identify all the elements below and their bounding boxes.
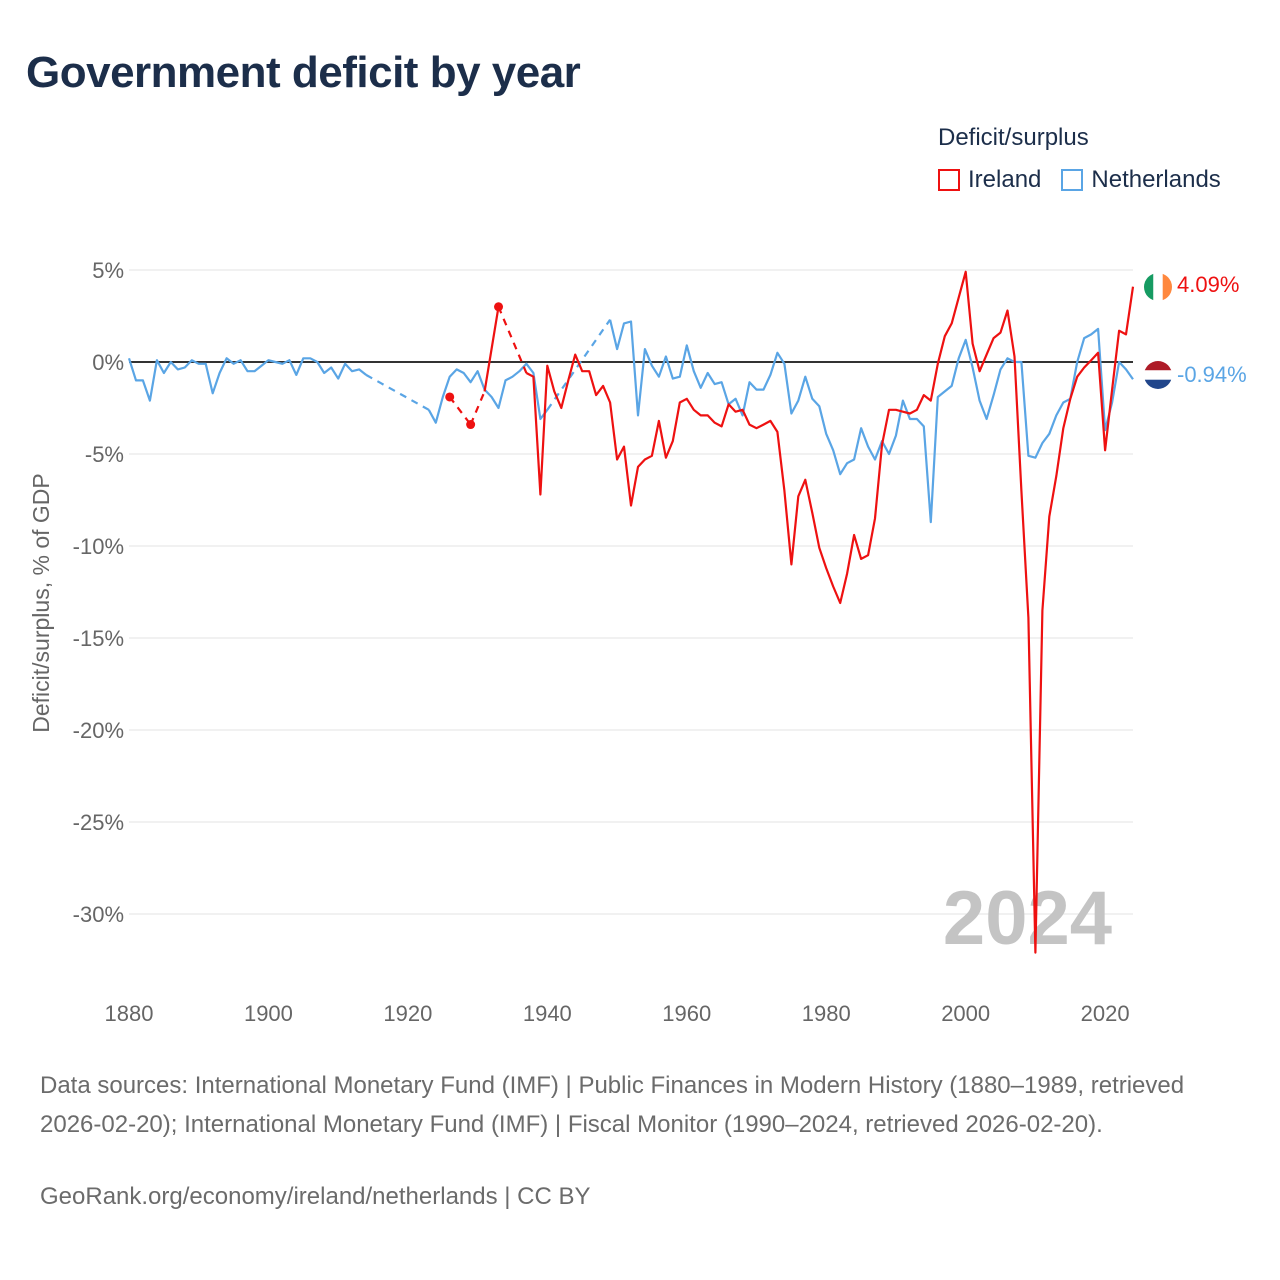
series-marker-ireland[interactable] <box>445 392 455 402</box>
x-axis-tick-labels: 1880 1900 1920 1940 1960 1980 2000 2020 <box>105 1001 1130 1026</box>
y-tick-label: 5% <box>92 258 124 283</box>
legend-swatch-ireland <box>938 169 960 191</box>
ireland-flag-icon <box>1144 273 1172 301</box>
series-gap-netherlands <box>365 373 430 411</box>
ireland-end-label: 4.09% <box>1177 272 1239 297</box>
y-tick-label: -25% <box>73 810 124 835</box>
x-tick-label: 1960 <box>662 1001 711 1026</box>
series-line-netherlands <box>427 362 549 424</box>
series-netherlands <box>127 319 1134 524</box>
x-tick-label: 2000 <box>941 1001 990 1026</box>
series-marker-ireland[interactable] <box>466 420 476 430</box>
x-tick-label: 1940 <box>523 1001 572 1026</box>
y-axis-label: Deficit/surplus, % of GDP <box>28 473 54 732</box>
legend-swatch-netherlands <box>1061 169 1084 191</box>
year-watermark: 2024 <box>943 876 1112 961</box>
netherlands-flag-icon <box>1144 361 1172 389</box>
series-gap-ireland <box>448 396 472 426</box>
legend-label-netherlands: Netherlands <box>1091 166 1221 193</box>
y-tick-label: -15% <box>73 626 124 651</box>
legend-label-ireland: Ireland <box>968 166 1042 193</box>
chart-grid <box>129 269 1133 915</box>
deficit-line-chart: 5% 0% -5% -10% -15% -20% -25% -30% 1880 1900 1920… <box>28 258 1247 1026</box>
series-line-ireland <box>483 306 500 392</box>
y-tick-label: -30% <box>73 902 124 927</box>
chart-title: Government deficit by year <box>26 48 581 97</box>
legend: Ireland Netherlands <box>938 166 1241 194</box>
data-sources: Data sources: International Monetary Fun… <box>40 1072 1185 1138</box>
x-tick-label: 1920 <box>383 1001 432 1026</box>
legend-item-ireland[interactable]: Ireland <box>938 166 1041 194</box>
series-gap-ireland <box>497 306 528 374</box>
series-line-netherlands <box>609 319 1134 524</box>
series-ireland <box>445 270 1135 954</box>
y-tick-label: -10% <box>73 534 124 559</box>
x-tick-label: 1880 <box>105 1001 154 1026</box>
credit-link[interactable]: GeoRank.org/economy/ireland/netherlands … <box>40 1183 591 1210</box>
series-gap-ireland <box>469 391 486 425</box>
x-tick-label: 1900 <box>244 1001 293 1026</box>
series-line-ireland <box>525 270 1135 954</box>
y-tick-label: 0% <box>92 350 124 375</box>
series-line-netherlands <box>127 357 367 402</box>
legend-item-netherlands[interactable]: Netherlands <box>1061 166 1221 194</box>
y-axis-tick-labels: 5% 0% -5% -10% -15% -20% -25% -30% <box>73 258 124 927</box>
series-marker-ireland[interactable] <box>494 302 504 312</box>
y-tick-label: -5% <box>85 442 124 467</box>
x-tick-label: 2020 <box>1081 1001 1130 1026</box>
netherlands-end-label: -0.94% <box>1177 362 1247 387</box>
y-tick-label: -20% <box>73 718 124 743</box>
legend-title: Deficit/surplus <box>938 124 1089 151</box>
x-tick-label: 1980 <box>802 1001 851 1026</box>
